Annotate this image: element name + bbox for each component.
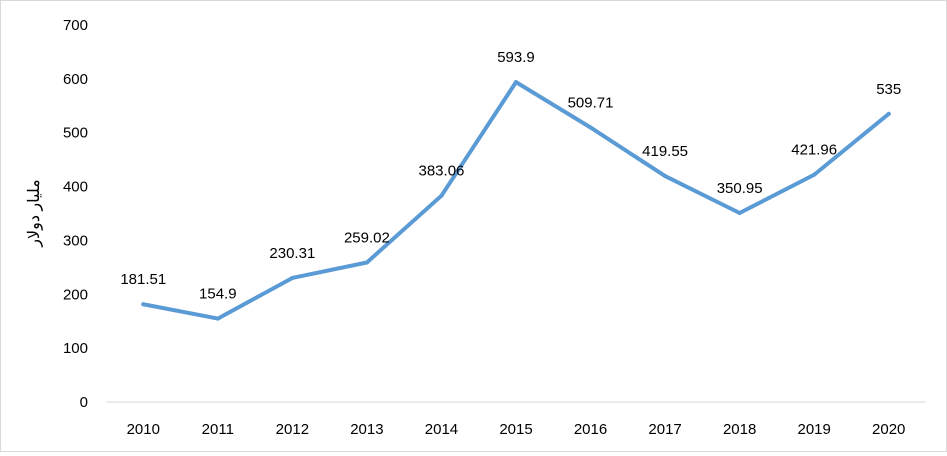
data-point (737, 210, 742, 215)
x-tick-label: 2018 (723, 421, 756, 438)
data-label: 421.96 (791, 142, 837, 159)
y-tick-label: 300 (63, 232, 88, 249)
data-point (514, 80, 518, 85)
data-points (141, 80, 891, 321)
data-point (663, 174, 668, 179)
x-tick-label: 2013 (350, 421, 383, 438)
data-label: 154.9 (199, 286, 237, 303)
y-tick-label: 200 (63, 286, 88, 303)
data-point (886, 111, 891, 116)
data-label: 419.55 (642, 143, 688, 160)
data-label: 181.51 (120, 271, 166, 288)
y-tick-label: 400 (63, 179, 88, 196)
x-tick-label: 2011 (202, 421, 234, 438)
data-point (141, 302, 146, 307)
data-label: 535 (876, 81, 901, 98)
y-tick-label: 0 (80, 394, 88, 411)
x-tick-label: 2016 (574, 421, 607, 438)
data-label: 593.9 (497, 49, 535, 66)
data-label: 259.02 (344, 229, 390, 246)
data-label: 509.71 (568, 94, 614, 111)
x-tick-label: 2015 (499, 421, 532, 438)
y-tick-label: 100 (63, 340, 88, 357)
data-point (364, 260, 369, 265)
data-point (439, 193, 444, 198)
data-point (215, 316, 220, 321)
data-point (812, 172, 817, 177)
y-tick-label: 500 (63, 125, 88, 142)
y-axis-title: مليار دولار (26, 179, 43, 247)
y-axis-ticks: 0 100 200 300 400 500 600 700 (63, 17, 88, 411)
data-labels: 181.51 154.9 230.31 259.02 383.06 593.9 509.71… (120, 49, 901, 302)
data-point (290, 275, 295, 280)
x-axis-ticks: 2010 2011 2012 2013 2014 2015 2016 2017 2018 2019… (127, 421, 906, 438)
data-point (588, 125, 593, 130)
y-tick-label: 700 (63, 17, 88, 34)
x-tick-label: 2012 (276, 421, 309, 438)
y-tick-label: 600 (63, 71, 88, 88)
data-label: 350.95 (717, 180, 763, 197)
x-tick-label: 2010 (127, 421, 160, 438)
data-label: 383.06 (419, 163, 465, 180)
data-label: 230.31 (269, 245, 315, 262)
x-tick-label: 2019 (797, 421, 830, 438)
x-tick-label: 2014 (425, 421, 458, 438)
series-line (141, 80, 891, 321)
x-tick-label: 2020 (872, 421, 905, 438)
x-tick-label: 2017 (648, 421, 681, 438)
